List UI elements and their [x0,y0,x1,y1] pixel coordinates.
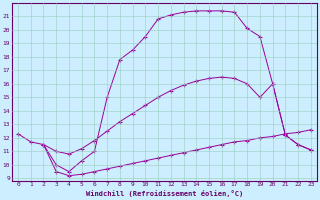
X-axis label: Windchill (Refroidissement éolien,°C): Windchill (Refroidissement éolien,°C) [86,190,243,197]
